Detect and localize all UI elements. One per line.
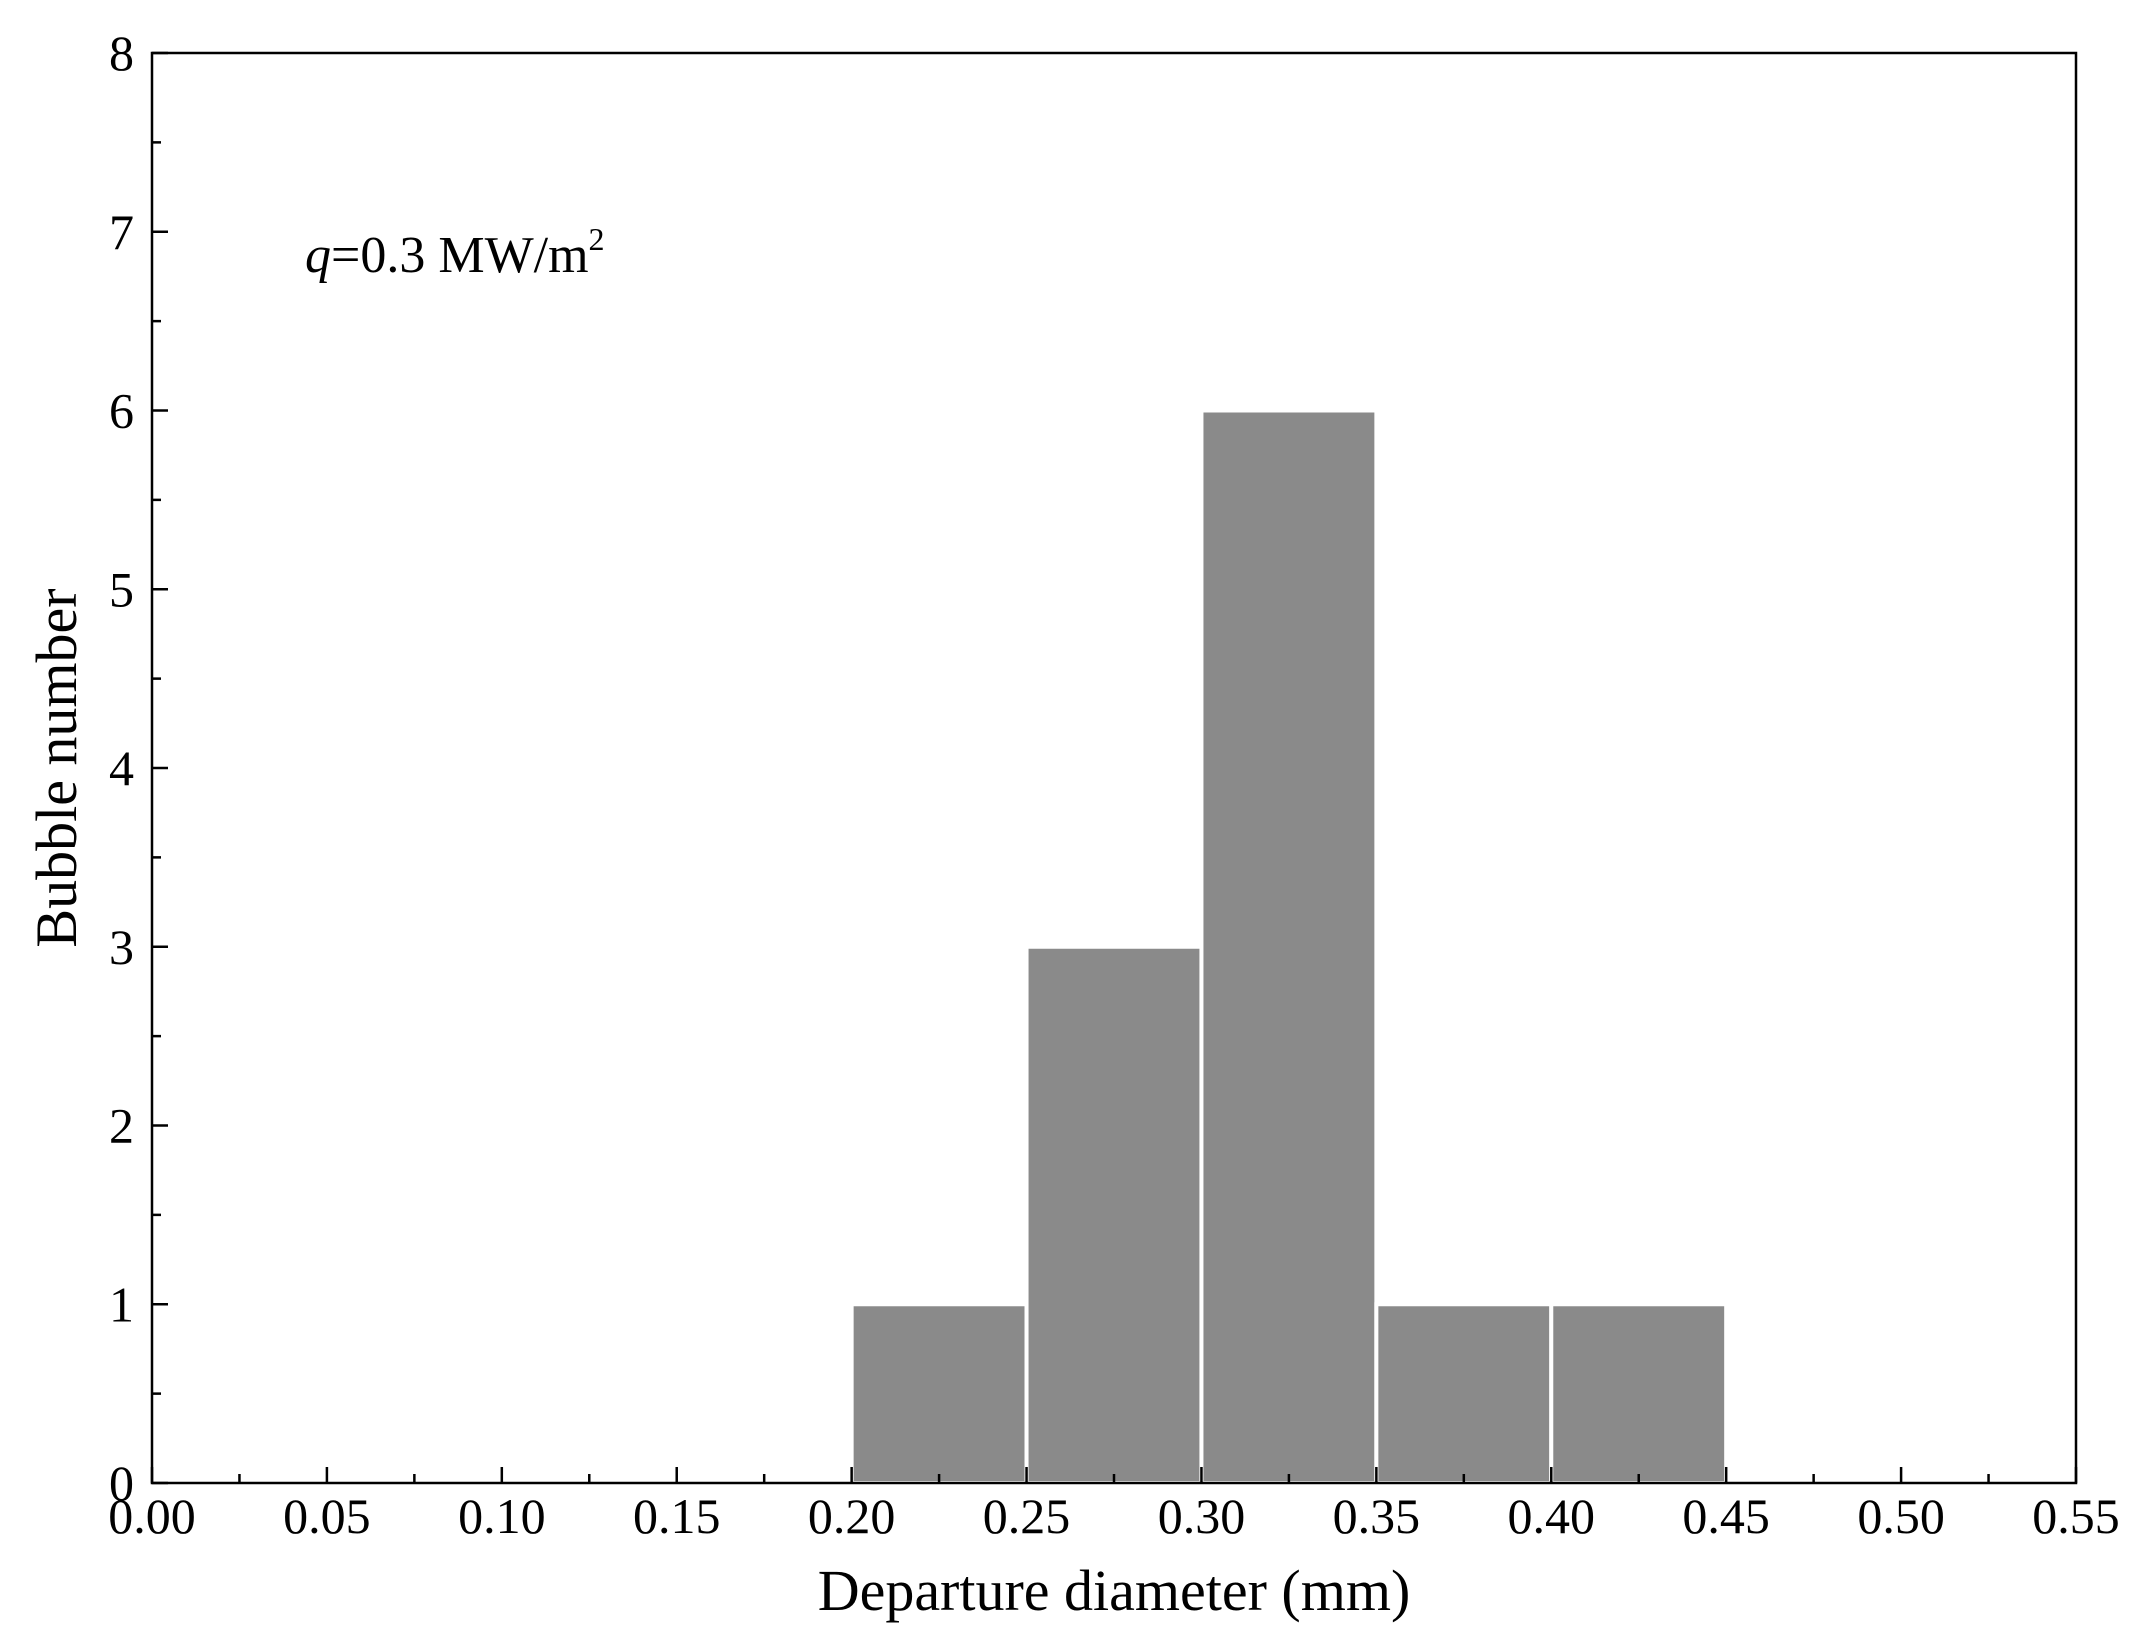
y-tick-label: 0 — [109, 1455, 134, 1511]
y-tick-label: 5 — [109, 561, 134, 617]
x-tick-label: 0.10 — [458, 1488, 546, 1544]
x-tick-label: 0.35 — [1333, 1488, 1421, 1544]
histogram-bar-2 — [1024, 944, 1204, 1485]
y-tick-label: 3 — [109, 919, 134, 975]
x-tick-label: 0.45 — [1682, 1488, 1770, 1544]
x-tick-label: 0.15 — [633, 1488, 721, 1544]
y-tick-label: 6 — [109, 383, 134, 439]
y-axis-ticks: 0 1 2 3 4 5 6 7 8 — [109, 25, 168, 1511]
annotation-superscript: 2 — [589, 221, 605, 257]
y-axis-title: Bubble number — [24, 588, 89, 947]
x-tick-label: 0.50 — [1857, 1488, 1945, 1544]
x-tick-label: 0.05 — [283, 1488, 371, 1544]
histogram-bar-5 — [1549, 1302, 1729, 1485]
annotation-symbol: q — [305, 227, 331, 284]
y-tick-label: 7 — [109, 204, 134, 260]
x-tick-label: 0.25 — [983, 1488, 1071, 1544]
x-tick-label: 0.20 — [808, 1488, 896, 1544]
y-tick-label: 8 — [109, 25, 134, 81]
heat-flux-annotation: q=0.3 MW/m2 — [305, 221, 605, 284]
y-tick-label: 4 — [109, 740, 134, 796]
annotation-text: =0.3 MW/m — [331, 227, 589, 284]
x-tick-label: 0.55 — [2032, 1488, 2120, 1544]
bars-group — [849, 408, 1729, 1485]
histogram-bar-3 — [1199, 408, 1379, 1485]
x-tick-label: 0.30 — [1158, 1488, 1246, 1544]
x-tick-label: 0.00 — [108, 1488, 196, 1544]
y-tick-label: 2 — [109, 1098, 134, 1154]
histogram-bar-1 — [849, 1302, 1029, 1485]
histogram-bar-4 — [1374, 1302, 1554, 1485]
x-axis-title: Departure diameter (mm) — [818, 1558, 1411, 1623]
y-tick-label: 1 — [109, 1276, 134, 1332]
x-tick-label: 0.40 — [1508, 1488, 1596, 1544]
x-axis-ticks: 0.00 0.05 0.10 0.15 0.20 0.25 0.30 0.35 0.40 0.45… — [108, 1467, 2120, 1544]
